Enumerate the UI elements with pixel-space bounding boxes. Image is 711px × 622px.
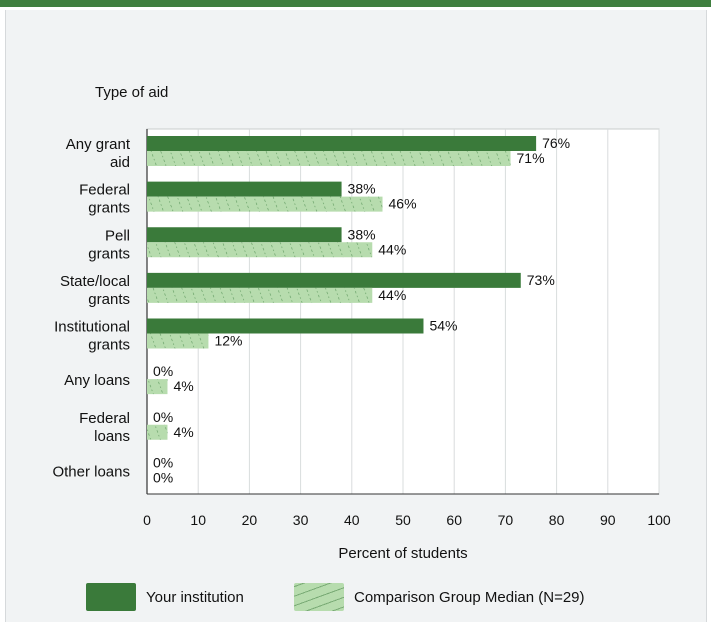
data-label-institution: 38% <box>348 226 376 242</box>
category-label: grants <box>88 337 130 354</box>
data-label-institution: 0% <box>153 409 173 425</box>
data-label-institution: 73% <box>527 272 555 288</box>
category-label: Pell <box>105 227 130 244</box>
bar-comparison <box>147 287 373 303</box>
x-tick-label: 50 <box>395 512 411 528</box>
bar-comparison <box>147 424 168 440</box>
category-label: grants <box>88 291 130 308</box>
category-label: Other loans <box>52 463 130 480</box>
bar-comparison <box>147 151 511 166</box>
legend-item-institution: Your institution <box>86 582 244 612</box>
data-label-institution: 76% <box>542 135 570 151</box>
legend-swatch-institution <box>86 583 136 611</box>
data-label-comparison: 71% <box>517 150 545 166</box>
data-label-comparison: 12% <box>214 333 242 349</box>
legend-swatch-comparison <box>294 583 344 611</box>
bar-institution <box>147 272 521 288</box>
chart-title: Type of aid <box>95 84 168 101</box>
x-tick-label: 30 <box>293 512 309 528</box>
category-label: Any grant <box>66 136 131 153</box>
data-label-institution: 0% <box>153 454 173 470</box>
category-label: Any loans <box>64 372 130 389</box>
data-label-comparison: 4% <box>173 424 193 440</box>
data-label-comparison: 44% <box>378 287 406 303</box>
bar-institution <box>147 181 342 197</box>
data-label-comparison: 4% <box>173 378 193 394</box>
category-label: Institutional <box>54 319 130 336</box>
data-label-comparison: 44% <box>378 241 406 257</box>
category-label: State/local <box>60 273 130 290</box>
bar-comparison <box>147 242 373 258</box>
bar-chart: Type of aid 0 10 20 30 40 50 60 70 80 90 100 Percent… <box>52 84 671 562</box>
x-tick-label: 0 <box>143 512 151 528</box>
bar-comparison <box>147 379 168 395</box>
data-label-institution: 38% <box>348 181 376 197</box>
category-label: Federal <box>79 410 130 427</box>
bar-institution <box>147 136 537 151</box>
top-accent-bar <box>0 0 711 7</box>
legend-label-institution: Your institution <box>146 588 244 606</box>
x-tick-label: 20 <box>242 512 258 528</box>
x-tick-label: 10 <box>190 512 206 528</box>
data-label-comparison: 46% <box>389 196 417 212</box>
category-label: grants <box>88 245 130 262</box>
category-label: grants <box>88 200 130 217</box>
x-tick-label: 100 <box>647 512 671 528</box>
data-label-comparison: 0% <box>153 469 173 485</box>
x-tick-label: 40 <box>344 512 360 528</box>
x-tick-label: 90 <box>600 512 616 528</box>
x-axis-label: Percent of students <box>338 545 467 562</box>
category-label: loans <box>94 428 130 445</box>
x-tick-label: 70 <box>498 512 514 528</box>
data-label-institution: 54% <box>429 318 457 334</box>
legend-label-comparison: Comparison Group Median (N=29) <box>354 588 585 606</box>
x-tick-label: 80 <box>549 512 565 528</box>
category-label: Federal <box>79 182 130 199</box>
bar-institution <box>147 318 424 334</box>
data-label-institution: 0% <box>153 363 173 379</box>
legend-item-comparison: Comparison Group Median (N=29) <box>294 582 585 612</box>
bar-comparison <box>147 333 209 349</box>
bar-institution <box>147 227 342 243</box>
category-label: aid <box>110 154 130 171</box>
bar-comparison <box>147 196 383 212</box>
x-tick-label: 60 <box>446 512 462 528</box>
